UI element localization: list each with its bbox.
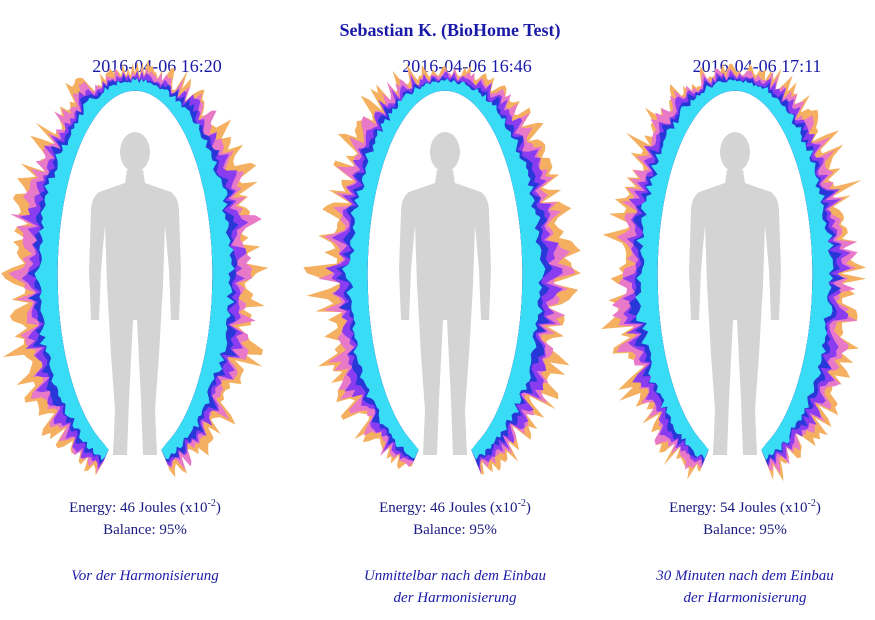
body-figure [89, 132, 181, 455]
caption: der Harmonisierung [684, 590, 807, 606]
panel: 2016-04-06 17:11 Energy: 54 Joules (x10-2… [601, 56, 867, 606]
timestamp: 2016-04-06 17:11 [693, 56, 822, 76]
energy-close: ) [216, 500, 221, 516]
timestamp: 2016-04-06 16:46 [402, 56, 532, 76]
panel: 2016-04-06 16:46 Energy: 46 Joules (x10-2… [303, 56, 581, 606]
energy-line: Energy: 54 Joules (x10-2) [669, 498, 821, 516]
energy-line: Energy: 46 Joules (x10-2) [69, 498, 221, 516]
body-figure [399, 132, 491, 455]
balance: Balance: 95% [413, 522, 497, 538]
energy-exponent: -2 [808, 498, 816, 509]
page-title: Sebastian K. (BioHome Test) [339, 20, 560, 41]
body [89, 170, 181, 455]
head [720, 132, 750, 172]
energy-text: Energy: 46 Joules (x10 [69, 500, 207, 516]
body-figure [689, 132, 781, 455]
energy-line: Energy: 46 Joules (x10-2) [379, 498, 531, 516]
energy-exponent: -2 [208, 498, 216, 509]
balance: Balance: 95% [703, 522, 787, 538]
body [689, 170, 781, 455]
energy-text: Energy: 54 Joules (x10 [669, 500, 807, 516]
caption: Vor der Harmonisierung [71, 568, 219, 584]
head [430, 132, 460, 172]
energy-exponent: -2 [518, 498, 526, 509]
body [399, 170, 491, 455]
caption: der Harmonisierung [394, 590, 517, 606]
energy-close: ) [816, 500, 821, 516]
caption: Unmittelbar nach dem Einbau [364, 568, 546, 584]
caption: 30 Minuten nach dem Einbau [655, 568, 833, 584]
balance: Balance: 95% [103, 522, 187, 538]
energy-text: Energy: 46 Joules (x10 [379, 500, 517, 516]
head [120, 132, 150, 172]
energy-close: ) [526, 500, 531, 516]
